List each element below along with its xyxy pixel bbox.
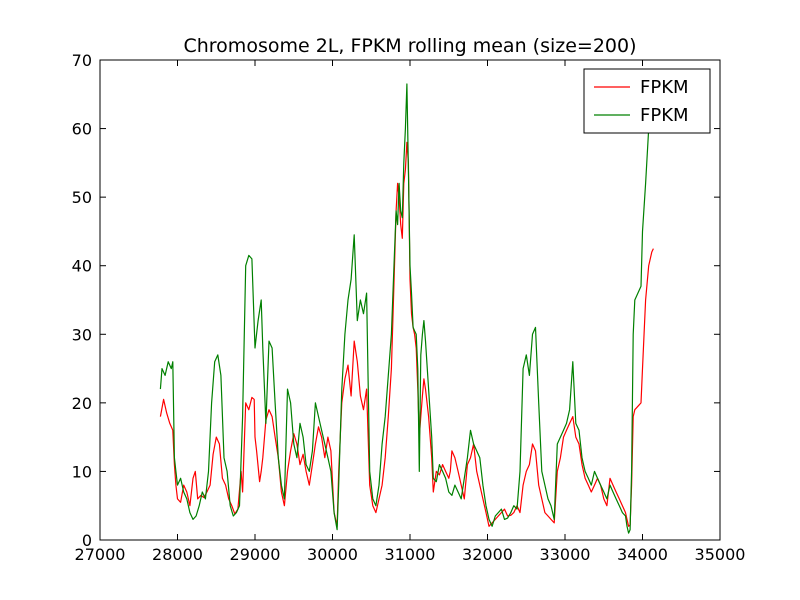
x-tick-label-6: 33000: [540, 545, 591, 564]
y-tick-label-1: 10: [72, 462, 92, 481]
ticks-layer: 27000 28000 29000 30000 31000 32000 33000 34000…: [72, 51, 746, 564]
plot-area: [99, 59, 721, 541]
series-layer: [159, 83, 654, 534]
y-tick-label-7: 70: [72, 51, 92, 70]
x-tick-label-0: 27000: [75, 545, 126, 564]
x-tick-label-2: 29000: [230, 545, 281, 564]
x-tick-label-5: 32000: [462, 545, 513, 564]
legend-label-0: FPKM: [640, 77, 689, 98]
legend-box: [583, 68, 711, 134]
legend-label-1: FPKM: [640, 105, 689, 126]
x-tick-label-7: 34000: [617, 545, 668, 564]
series-line-1: [159, 83, 651, 534]
x-tick-label-8: 35000: [695, 545, 746, 564]
y-tick-label-3: 30: [72, 325, 92, 344]
x-tick-label-3: 30000: [307, 545, 358, 564]
y-tick-label-5: 50: [72, 188, 92, 207]
plot-background: [100, 60, 720, 540]
x-tick-label-1: 28000: [152, 545, 203, 564]
chart-title: Chromosome 2L, FPKM rolling mean (size=2…: [183, 35, 636, 57]
x-tick-label-4: 31000: [385, 545, 436, 564]
legend: FPKM FPKM: [583, 68, 711, 134]
y-tick-label-0: 0: [82, 531, 92, 550]
y-tick-label-2: 20: [72, 394, 92, 413]
y-tick-label-4: 40: [72, 257, 92, 276]
y-tick-label-6: 60: [72, 120, 92, 139]
